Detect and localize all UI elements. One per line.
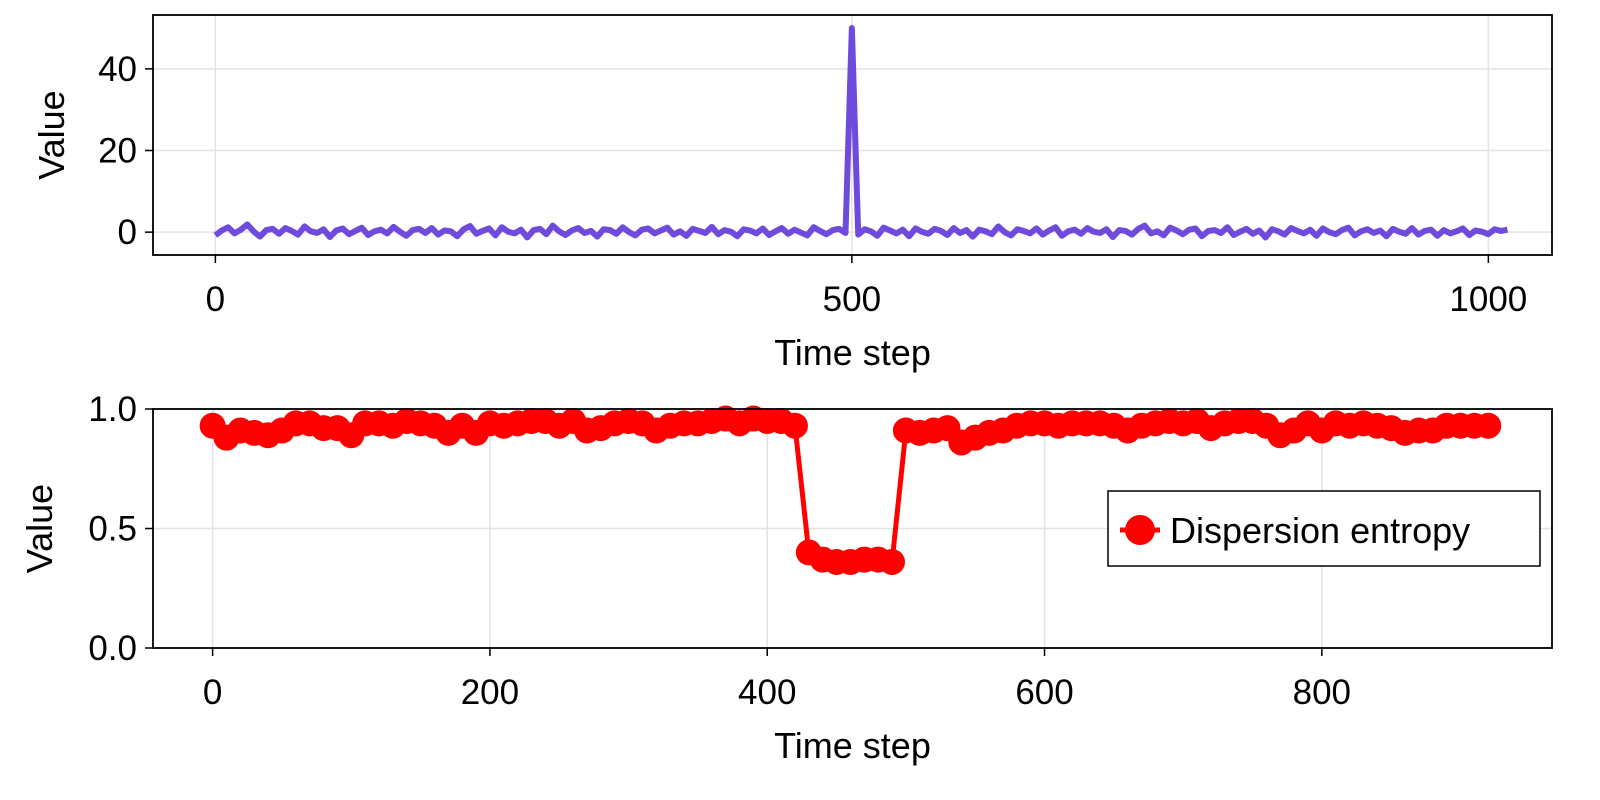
y-tick-label: 0.0: [88, 629, 137, 668]
data-point: [1475, 412, 1502, 439]
x-axis-label: Time step: [774, 332, 931, 373]
y-tick-label: 0.5: [88, 510, 137, 549]
x-axis-label: Time step: [774, 725, 931, 766]
top-panel: 0 500 1000 0 20 40 Time step Value: [31, 14, 1553, 373]
legend-box: [1107, 490, 1541, 567]
y-tick-label: 0: [118, 213, 137, 252]
x-tick-label: 500: [823, 280, 881, 319]
plot-frame: [152, 14, 1553, 256]
x-tick-label: 0: [203, 673, 222, 712]
series-line: [213, 25, 1509, 241]
legend-label: Dispersion entropy: [1170, 510, 1470, 551]
legend-marker: [1125, 515, 1155, 545]
x-tick-label: 800: [1293, 673, 1351, 712]
legend: Dispersion entropy: [1107, 490, 1541, 567]
y-axis-label: Value: [31, 90, 72, 179]
y-tick-label: 1.0: [88, 390, 137, 429]
data-point: [879, 548, 906, 575]
x-tick-label: 400: [738, 673, 796, 712]
x-tick-label: 0: [206, 280, 225, 319]
x-tick-label: 200: [461, 673, 519, 712]
y-tick-label: 40: [98, 50, 137, 89]
x-tick-label: 1000: [1449, 280, 1527, 319]
x-tick-label: 600: [1015, 673, 1073, 712]
plot-frame: [152, 408, 1553, 649]
y-axis-label: Value: [19, 484, 60, 573]
y-tick-label: 20: [98, 132, 137, 171]
bottom-panel: 0 200 400 600 800 0.0 0.5 1.0 Time step Value Disp…: [19, 390, 1553, 766]
data-point: [781, 412, 808, 439]
